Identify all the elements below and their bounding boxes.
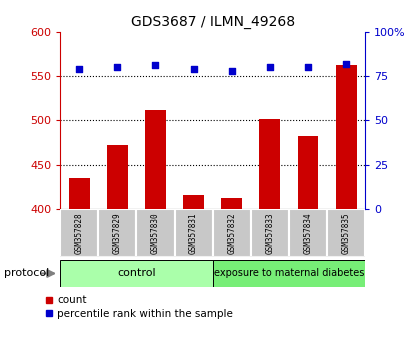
Point xyxy=(114,64,121,70)
Bar xyxy=(251,209,289,257)
Bar xyxy=(212,209,251,257)
Point xyxy=(305,64,311,70)
Bar xyxy=(60,260,212,287)
Point xyxy=(152,63,159,68)
Bar xyxy=(107,145,128,209)
Bar xyxy=(259,120,281,209)
Bar xyxy=(289,209,327,257)
Text: GSM357835: GSM357835 xyxy=(342,212,351,253)
Bar xyxy=(145,110,166,209)
Bar xyxy=(60,209,98,257)
Title: GDS3687 / ILMN_49268: GDS3687 / ILMN_49268 xyxy=(131,16,295,29)
Text: protocol: protocol xyxy=(4,268,49,279)
Bar xyxy=(183,195,204,209)
Point xyxy=(190,66,197,72)
Point xyxy=(228,68,235,74)
Text: GSM357831: GSM357831 xyxy=(189,212,198,253)
Point xyxy=(76,66,83,72)
Bar xyxy=(137,209,175,257)
Text: GSM357833: GSM357833 xyxy=(265,212,274,253)
Text: GSM357834: GSM357834 xyxy=(303,212,312,253)
Point xyxy=(266,64,273,70)
Point xyxy=(343,61,349,67)
Text: GSM357830: GSM357830 xyxy=(151,212,160,253)
Text: exposure to maternal diabetes: exposure to maternal diabetes xyxy=(214,268,364,279)
Text: GSM357828: GSM357828 xyxy=(75,212,84,253)
Bar xyxy=(175,209,213,257)
Text: GSM357832: GSM357832 xyxy=(227,212,236,253)
Bar xyxy=(221,198,242,209)
Text: GSM357829: GSM357829 xyxy=(113,212,122,253)
Bar xyxy=(98,209,137,257)
Legend: count, percentile rank within the sample: count, percentile rank within the sample xyxy=(45,296,233,319)
Bar xyxy=(212,260,365,287)
Bar xyxy=(298,136,318,209)
Text: control: control xyxy=(117,268,156,279)
Bar xyxy=(336,65,356,209)
Bar xyxy=(69,178,90,209)
Bar xyxy=(327,209,365,257)
